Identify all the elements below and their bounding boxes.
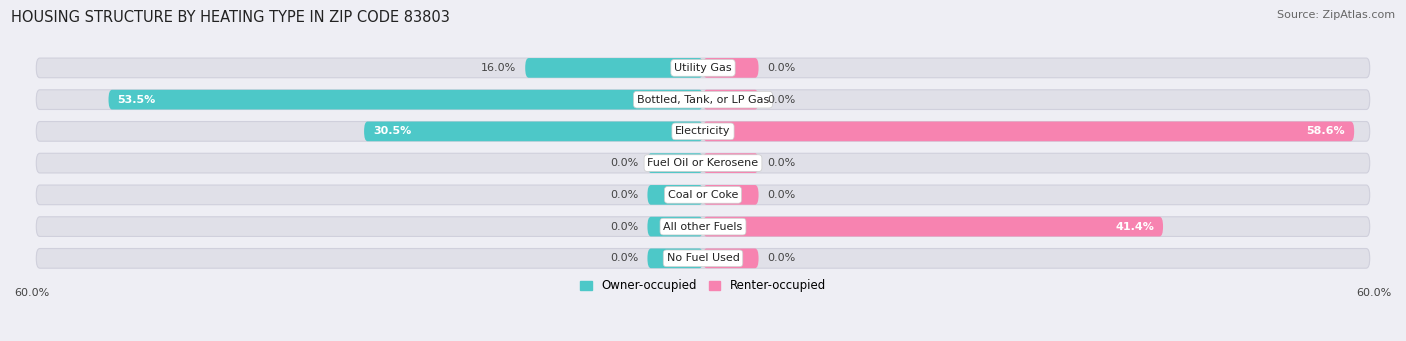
FancyBboxPatch shape <box>37 185 1369 205</box>
FancyBboxPatch shape <box>37 58 1369 78</box>
Text: 58.6%: 58.6% <box>1306 127 1346 136</box>
Text: 53.5%: 53.5% <box>117 95 156 105</box>
FancyBboxPatch shape <box>647 217 703 236</box>
Text: 0.0%: 0.0% <box>610 190 638 200</box>
Text: Coal or Coke: Coal or Coke <box>668 190 738 200</box>
Text: 0.0%: 0.0% <box>610 222 638 232</box>
FancyBboxPatch shape <box>703 121 1354 141</box>
Text: 0.0%: 0.0% <box>768 158 796 168</box>
Text: Bottled, Tank, or LP Gas: Bottled, Tank, or LP Gas <box>637 95 769 105</box>
Text: Source: ZipAtlas.com: Source: ZipAtlas.com <box>1277 10 1395 20</box>
Text: 0.0%: 0.0% <box>610 158 638 168</box>
Text: 0.0%: 0.0% <box>768 253 796 263</box>
FancyBboxPatch shape <box>108 90 703 109</box>
Text: 16.0%: 16.0% <box>481 63 516 73</box>
Text: HOUSING STRUCTURE BY HEATING TYPE IN ZIP CODE 83803: HOUSING STRUCTURE BY HEATING TYPE IN ZIP… <box>11 10 450 25</box>
Text: Electricity: Electricity <box>675 127 731 136</box>
Text: 60.0%: 60.0% <box>1357 287 1392 298</box>
Text: Fuel Oil or Kerosene: Fuel Oil or Kerosene <box>647 158 759 168</box>
FancyBboxPatch shape <box>37 153 1369 173</box>
FancyBboxPatch shape <box>703 185 759 205</box>
FancyBboxPatch shape <box>37 121 1369 141</box>
Text: 0.0%: 0.0% <box>610 253 638 263</box>
FancyBboxPatch shape <box>526 58 703 78</box>
FancyBboxPatch shape <box>37 249 1369 268</box>
FancyBboxPatch shape <box>647 249 703 268</box>
Text: No Fuel Used: No Fuel Used <box>666 253 740 263</box>
Text: 0.0%: 0.0% <box>768 95 796 105</box>
FancyBboxPatch shape <box>703 249 759 268</box>
Text: 0.0%: 0.0% <box>768 190 796 200</box>
Text: 41.4%: 41.4% <box>1115 222 1154 232</box>
Text: Utility Gas: Utility Gas <box>675 63 731 73</box>
Text: 0.0%: 0.0% <box>768 63 796 73</box>
FancyBboxPatch shape <box>364 121 703 141</box>
FancyBboxPatch shape <box>703 90 759 109</box>
FancyBboxPatch shape <box>37 90 1369 109</box>
FancyBboxPatch shape <box>647 153 703 173</box>
FancyBboxPatch shape <box>703 58 759 78</box>
Text: All other Fuels: All other Fuels <box>664 222 742 232</box>
FancyBboxPatch shape <box>647 185 703 205</box>
Text: 60.0%: 60.0% <box>14 287 49 298</box>
Text: 30.5%: 30.5% <box>373 127 411 136</box>
FancyBboxPatch shape <box>37 217 1369 236</box>
FancyBboxPatch shape <box>703 153 759 173</box>
Legend: Owner-occupied, Renter-occupied: Owner-occupied, Renter-occupied <box>579 279 827 292</box>
FancyBboxPatch shape <box>703 217 1163 236</box>
